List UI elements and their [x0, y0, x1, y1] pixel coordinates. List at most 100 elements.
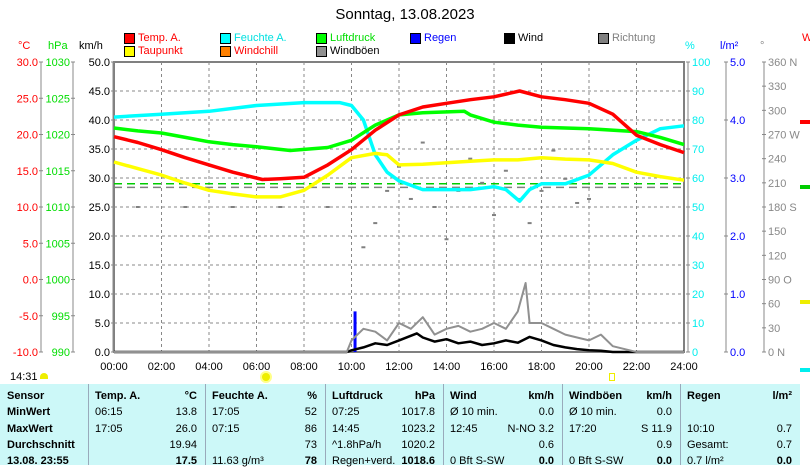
table-divider: [325, 384, 326, 465]
axis-tick-label-speed: 50.0: [89, 57, 110, 69]
direction-point: [230, 206, 235, 208]
legend-swatch: [316, 45, 327, 57]
axis-tick-label-direction: 270 W: [768, 130, 800, 142]
rain-bar: [353, 311, 357, 352]
x-tick-label: 18:00: [528, 361, 556, 373]
x-tick-label: 20:00: [575, 361, 603, 373]
axis-tick-label-temp: -10.0: [13, 347, 38, 359]
axis-tick-label-direction: 210: [768, 178, 786, 190]
legend-item: Temp. A.: [124, 32, 181, 44]
cell-info: Regen+verd.: [332, 455, 396, 467]
direction-point: [183, 206, 188, 208]
cell-value: 26.0: [175, 423, 197, 435]
direction-point: [575, 201, 580, 204]
axis-tick-label-humidity: 0: [692, 347, 698, 359]
legend-item: Richtung: [598, 32, 655, 44]
weather-chart: 30.025.020.015.010.05.00.0-5.0-10.010301…: [13, 57, 810, 373]
axis-tick-label-speed: 20.0: [89, 231, 110, 243]
cell-info: 06:15: [95, 406, 123, 418]
cell-info: Ø 10 min.: [569, 406, 617, 418]
cell-value: 0.0: [538, 455, 554, 467]
cell-value: 17.5: [175, 455, 197, 467]
sun-status-icon: [40, 373, 48, 379]
cell-value: 52: [304, 406, 317, 418]
cell-value: 1020.2: [401, 439, 435, 451]
legend-label: Windböen: [330, 45, 380, 57]
axis-tick-label-temp: 10.0: [17, 202, 38, 214]
axis-tick-label-pressure: 1000: [46, 275, 70, 287]
legend-item: Taupunkt: [124, 45, 183, 57]
axis-tick-label-humidity: 100: [692, 57, 710, 69]
legend-swatch: [410, 32, 421, 44]
direction-point: [587, 197, 591, 200]
legend-item: Wind: [504, 32, 543, 44]
series-line-wind: [114, 332, 684, 354]
series-line-luftdruck: [113, 109, 685, 153]
column-header: Temp. A.: [95, 390, 141, 402]
cell-info: 0 Bft S-SW: [569, 455, 624, 467]
direction-point: [551, 149, 556, 152]
direction-point: [503, 169, 508, 172]
axis-tick-label-humidity: 50: [692, 202, 704, 214]
legend-swatch: [220, 45, 231, 57]
humidity-unit: %: [685, 40, 695, 52]
series-line-windben: [114, 282, 684, 353]
cell-info: 17:05: [212, 406, 240, 418]
axis-tick-label-humidity: 70: [692, 144, 704, 156]
axis-tick-label-speed: 40.0: [89, 115, 110, 127]
row-label: MinWert: [7, 406, 51, 418]
direction-point: [468, 157, 473, 160]
axis-tick-label-direction: 330: [768, 81, 786, 93]
direction-point: [420, 141, 425, 144]
x-tick-label: 10:00: [338, 361, 366, 373]
axis-tick-label-speed: 15.0: [89, 260, 110, 272]
row-label: Durchschnitt: [7, 439, 75, 451]
cell-value: 0.6: [538, 439, 554, 451]
cell-value: 0.0: [776, 455, 792, 467]
axis-tick-label-direction: 150: [768, 226, 786, 238]
legend-label: Richtung: [612, 32, 656, 44]
legend-item: Windchill: [220, 45, 278, 57]
axis-tick-label-direction: 0 N: [768, 347, 785, 359]
legend-swatch: [598, 32, 609, 44]
cell-info: 07:25: [332, 406, 360, 418]
x-tick-label: 08:00: [290, 361, 318, 373]
axis-tick-label-direction: 180 S: [768, 202, 797, 214]
x-tick-label: 16:00: [480, 361, 508, 373]
direction-point: [385, 189, 390, 192]
cell-info: ^1.8hPa/h: [332, 439, 382, 451]
cell-value: 1017.8: [401, 406, 435, 418]
direction-point: [135, 206, 140, 208]
direction-point: [278, 206, 283, 208]
cell-info: 12:45: [450, 423, 478, 435]
cell-value: 0.7: [776, 439, 792, 451]
x-tick-label: 12:00: [385, 361, 413, 373]
cut-panel-mark: [800, 120, 810, 124]
axis-tick-label-temp: 20.0: [17, 130, 38, 142]
direction-point: [480, 181, 485, 184]
direction-point: [361, 246, 366, 249]
cell-info: 17:05: [95, 423, 123, 435]
column-unit: hPa: [414, 390, 435, 402]
axis-tick-label-direction: 300: [768, 105, 786, 117]
series-line-tempa: [113, 89, 685, 182]
cell-value: 0.0: [538, 406, 554, 418]
axis-tick-label-direction: 240: [768, 154, 786, 166]
speed-unit: km/h: [79, 40, 103, 52]
column-unit: km/h: [646, 390, 672, 402]
axis-tick-label-speed: 30.0: [89, 173, 110, 185]
cell-info: 07:15: [212, 423, 240, 435]
axis-tick-label-temp: 5.0: [23, 238, 38, 250]
direction-point: [397, 165, 401, 168]
pressure-unit: hPa: [48, 40, 68, 52]
series-line-feuchtea: [113, 100, 685, 203]
direction-point: [444, 238, 449, 241]
axis-tick-label-pressure: 1010: [46, 202, 70, 214]
x-tick-label: 14:00: [433, 361, 461, 373]
column-header: Sensor: [7, 390, 45, 402]
axis-tick-label-temp: 0.0: [23, 275, 38, 287]
legend-swatch: [316, 32, 327, 44]
moon-icon: [609, 373, 615, 381]
column-unit: l/m²: [772, 390, 792, 402]
row-label: 13.08. 23:55: [7, 455, 69, 467]
